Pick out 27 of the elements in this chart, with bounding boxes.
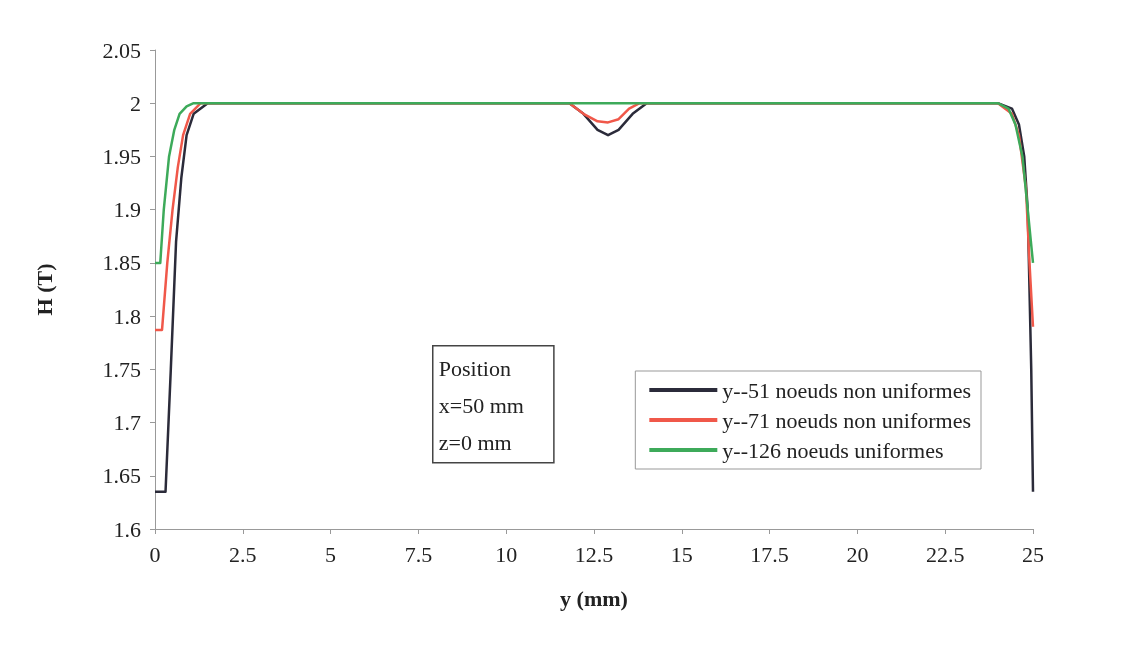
y-tick-label: 1.95 — [102, 143, 141, 169]
y-tick-label: 1.9 — [113, 197, 141, 223]
x-tick-label: 25 — [1022, 541, 1044, 567]
legend-label: y--71 noeuds non uniformes — [722, 407, 972, 433]
x-tick-label: 10 — [495, 541, 518, 567]
legend-label: y--51 noeuds non uniformes — [722, 377, 972, 403]
x-tick-label: 2.5 — [229, 541, 257, 567]
y-tick-label: 1.6 — [113, 516, 141, 542]
x-tick-label: 15 — [670, 541, 693, 567]
y-tick-label: 1.7 — [113, 410, 141, 436]
y-tick-label: 1.8 — [113, 303, 141, 329]
y-tick-label: 2 — [130, 90, 141, 116]
y-tick-label: 1.85 — [102, 250, 141, 276]
y-tick-label: 1.65 — [102, 463, 141, 489]
x-tick-label: 7.5 — [404, 541, 433, 567]
y-tick-label: 1.75 — [102, 356, 141, 382]
x-tick-label: 12.5 — [574, 541, 614, 567]
x-tick-label: 22.5 — [925, 541, 965, 567]
x-tick-label: 17.5 — [750, 541, 789, 567]
x-tick-label: 20 — [846, 541, 869, 567]
y-tick-label: 2.05 — [102, 37, 141, 63]
x-axis-title: y (mm) — [560, 585, 628, 611]
x-tick-label: 5 — [325, 541, 337, 567]
y-axis-title: H (T) — [31, 263, 57, 316]
annotation: Position x=50 mm z=0 mm — [438, 355, 524, 455]
legend-label: y--126 noeuds uniformes — [722, 437, 944, 463]
x-tick-label: 0 — [149, 541, 161, 567]
